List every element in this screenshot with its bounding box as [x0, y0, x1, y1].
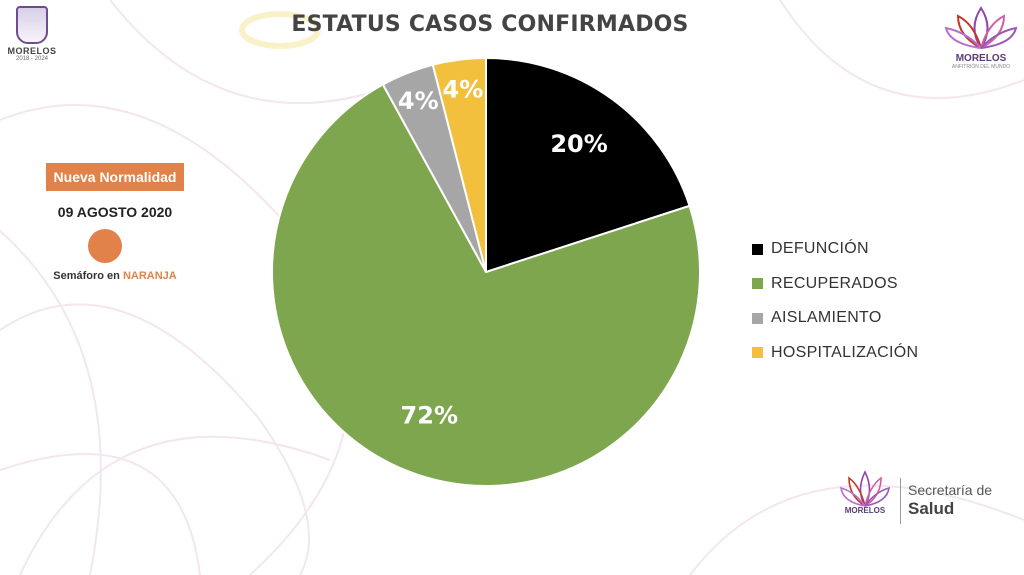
status-badge: Nueva Normalidad: [45, 163, 185, 191]
logo-left-years: 2018 - 2024: [15, 56, 49, 62]
legend-item-0: DEFUNCIÓN: [752, 232, 918, 267]
lotus-icon: [840, 470, 890, 507]
coat-of-arms-icon: [16, 6, 48, 44]
legend-item-1: RECUPERADOS: [752, 267, 918, 302]
pie-label-0: 20%: [550, 130, 607, 158]
footer-salud: Salud: [908, 499, 955, 518]
pie-label-3: 4%: [443, 75, 484, 103]
legend-item-2: AISLAMIENTO: [752, 301, 918, 336]
pie-slice-1: [271, 83, 701, 487]
pie-slice-3: [431, 56, 487, 273]
logo-right-sub: ANFITRIÓN DEL MUNDO: [951, 64, 1011, 70]
chart-legend: DEFUNCIÓN RECUPERADOS AISLAMIENTO HOSPITALI…: [752, 232, 918, 370]
pie-label-2: 4%: [398, 87, 439, 115]
semaforo-prefix: Semáforo en: [53, 270, 120, 282]
semaforo-text: Semáforo en NARANJA: [30, 270, 200, 282]
footer-logo-name: MORELOS: [844, 506, 886, 515]
legend-swatch-2: [752, 312, 763, 324]
pie-label-1: 72%: [401, 401, 458, 429]
semaforo-color-word: NARANJA: [122, 270, 177, 282]
footer-divider: [900, 478, 901, 524]
secretaria-salud-logo: MORELOS Secretaría de Salud: [840, 468, 1024, 528]
logo-left-name: MORELOS: [7, 46, 57, 56]
legend-item-3: HOSPITALIZACIÓN: [752, 336, 918, 371]
pie-slice-0: [485, 56, 691, 274]
legend-swatch-3: [752, 347, 763, 359]
status-date: 09 AGOSTO 2020: [57, 204, 173, 220]
legend-label-2: AISLAMIENTO: [771, 309, 882, 327]
pie-slices: [271, 56, 701, 487]
lotus-icon: [944, 6, 1018, 49]
traffic-light-dot: [88, 229, 122, 263]
pie-labels: 20% 72% 4% 4%: [398, 75, 608, 429]
logo-right-name: MORELOS: [955, 53, 1007, 64]
footer-secretaria: Secretaría de: [908, 482, 993, 498]
morelos-logo-left: MORELOS 2018 - 2024: [6, 6, 58, 62]
legend-label-0: DEFUNCIÓN: [771, 240, 869, 258]
page-title: ESTATUS CASOS CONFIRMADOS: [291, 12, 689, 37]
legend-swatch-0: [752, 243, 763, 255]
legend-label-1: RECUPERADOS: [771, 274, 898, 292]
legend-swatch-1: [752, 278, 763, 290]
status-panel: Nueva Normalidad 09 AGOSTO 2020 Semáforo…: [30, 163, 200, 282]
legend-label-3: HOSPITALIZACIÓN: [771, 343, 919, 361]
morelos-logo-right: MORELOS ANFITRIÓN DEL MUNDO: [944, 4, 1018, 70]
